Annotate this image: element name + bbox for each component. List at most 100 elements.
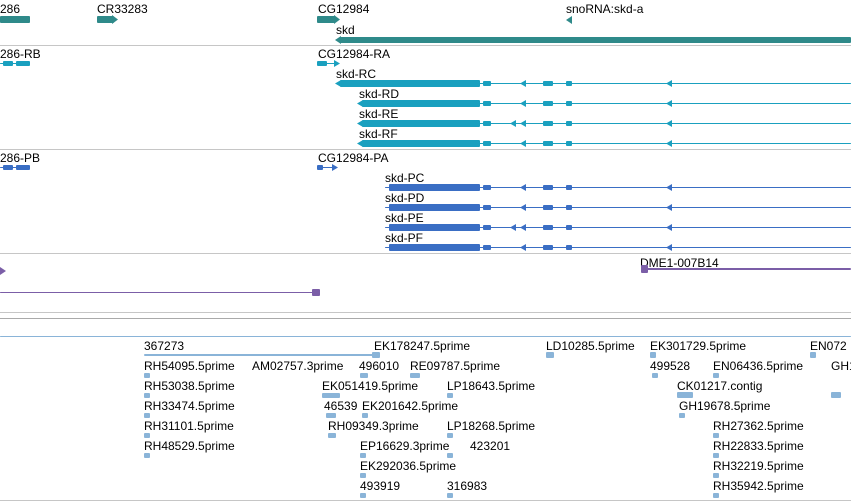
est-label[interactable]: RH54095.5prime — [144, 359, 235, 373]
est-feature[interactable] — [447, 433, 453, 438]
transcript-label[interactable]: skd-RD — [359, 87, 400, 101]
est-label[interactable]: EK292036.5prime — [360, 459, 457, 473]
protein-exon[interactable] — [566, 185, 572, 190]
protein-exon[interactable] — [3, 165, 13, 170]
gene-feature[interactable] — [97, 16, 114, 23]
est-feature[interactable] — [144, 354, 378, 356]
protein-exon[interactable] — [543, 205, 553, 210]
est-label[interactable]: LD10285.5prime — [546, 339, 635, 353]
transcript-label[interactable]: skd-RC — [336, 67, 377, 81]
est-feature[interactable] — [144, 373, 150, 378]
est-label[interactable]: EK051419.5prime — [322, 379, 419, 393]
transcript-exon[interactable] — [16, 61, 30, 66]
est-feature[interactable] — [360, 453, 366, 458]
est-feature[interactable] — [831, 392, 841, 398]
protein-exon[interactable] — [483, 245, 491, 250]
protein-exon[interactable] — [543, 185, 553, 190]
transcript-label[interactable]: 286-RB — [0, 47, 41, 61]
est-label[interactable]: RH31101.5prime — [144, 419, 234, 433]
protein-exon[interactable] — [483, 225, 491, 230]
est-feature[interactable] — [360, 473, 366, 478]
est-feature[interactable] — [362, 413, 368, 418]
est-feature[interactable] — [410, 373, 420, 378]
transcript-exon[interactable] — [483, 101, 491, 106]
protein-exon[interactable] — [566, 225, 572, 230]
protein-exon[interactable] — [483, 205, 491, 210]
transcript-line[interactable] — [359, 123, 851, 124]
est-label[interactable]: LP18643.5prime — [447, 379, 536, 393]
gene-feature[interactable] — [340, 37, 851, 43]
transcript-exon[interactable] — [483, 141, 491, 146]
est-label[interactable]: EN072 — [810, 339, 847, 353]
est-label[interactable]: EK178247.5prime — [374, 339, 471, 353]
est-label[interactable]: EN06436.5prime — [713, 359, 804, 373]
est-feature[interactable] — [713, 453, 719, 458]
protein-line[interactable] — [0, 167, 30, 168]
est-label[interactable]: RH53038.5prime — [144, 379, 235, 393]
transcript-line[interactable] — [337, 83, 851, 84]
gene-feature[interactable] — [317, 16, 335, 23]
est-label[interactable]: 423201 — [470, 439, 511, 453]
est-label[interactable]: GH1 — [831, 359, 851, 373]
gene-feature[interactable] — [0, 16, 30, 23]
transcript-exon[interactable] — [362, 100, 480, 107]
transcript-line[interactable] — [359, 143, 851, 144]
transcript-exon[interactable] — [566, 81, 572, 86]
est-label[interactable]: 499528 — [650, 359, 691, 373]
protein-exon[interactable] — [317, 165, 323, 170]
misc-feature-end[interactable] — [312, 289, 320, 296]
gene-arrow-icon[interactable] — [566, 16, 572, 24]
est-label[interactable]: RH48529.5prime — [144, 439, 235, 453]
transcript-exon[interactable] — [566, 101, 572, 106]
est-feature[interactable] — [360, 373, 368, 378]
gene-label[interactable]: CG12984 — [318, 2, 370, 16]
est-feature[interactable] — [713, 473, 719, 478]
est-label[interactable]: GH19678.5prime — [679, 399, 771, 413]
protein-line[interactable] — [385, 227, 851, 228]
est-feature[interactable] — [447, 393, 453, 398]
transcript-exon[interactable] — [317, 61, 327, 66]
protein-exon[interactable] — [543, 225, 553, 230]
transcript-exon[interactable] — [362, 120, 480, 127]
est-feature[interactable] — [810, 352, 816, 358]
transcript-exon[interactable] — [543, 101, 553, 106]
est-feature[interactable] — [144, 433, 150, 438]
est-label[interactable]: RH32219.5prime — [713, 459, 804, 473]
est-feature[interactable] — [372, 352, 380, 358]
est-label[interactable]: EK201642.5prime — [362, 399, 459, 413]
est-feature[interactable] — [546, 352, 554, 358]
transcript-exon[interactable] — [543, 81, 553, 86]
est-feature[interactable] — [713, 433, 719, 438]
transcript-label[interactable]: skd-RF — [359, 127, 398, 141]
gene-label[interactable]: 286 — [0, 2, 21, 16]
est-feature[interactable] — [0, 336, 851, 337]
transcript-exon[interactable] — [566, 141, 572, 146]
protein-exon[interactable] — [543, 245, 553, 250]
protein-exon[interactable] — [566, 245, 572, 250]
est-label[interactable]: RE09787.5prime — [410, 359, 501, 373]
protein-exon[interactable] — [389, 224, 480, 231]
est-feature[interactable] — [713, 373, 719, 378]
est-label[interactable]: 367273 — [144, 339, 185, 353]
est-feature[interactable] — [360, 493, 366, 498]
est-feature[interactable] — [326, 413, 336, 418]
transcript-exon[interactable] — [543, 141, 553, 146]
protein-exon[interactable] — [389, 244, 480, 251]
protein-line[interactable] — [385, 207, 851, 208]
misc-label[interactable]: DME1-007B14 — [640, 256, 719, 270]
protein-label[interactable]: skd-PE — [385, 211, 424, 225]
est-feature[interactable] — [652, 373, 658, 378]
est-feature[interactable] — [679, 413, 685, 418]
est-feature[interactable] — [677, 392, 693, 398]
est-label[interactable]: 496010 — [359, 359, 400, 373]
misc-feature[interactable] — [641, 268, 851, 270]
protein-exon[interactable] — [483, 185, 491, 190]
est-label[interactable]: RH33474.5prime — [144, 399, 235, 413]
est-label[interactable]: 316983 — [447, 479, 488, 493]
est-label[interactable]: RH09349.3prime — [328, 419, 419, 433]
est-feature[interactable] — [328, 433, 336, 438]
est-label[interactable]: RH22833.5prime — [713, 439, 804, 453]
protein-line[interactable] — [385, 187, 851, 188]
est-feature[interactable] — [713, 493, 719, 498]
transcript-line[interactable] — [359, 103, 851, 104]
